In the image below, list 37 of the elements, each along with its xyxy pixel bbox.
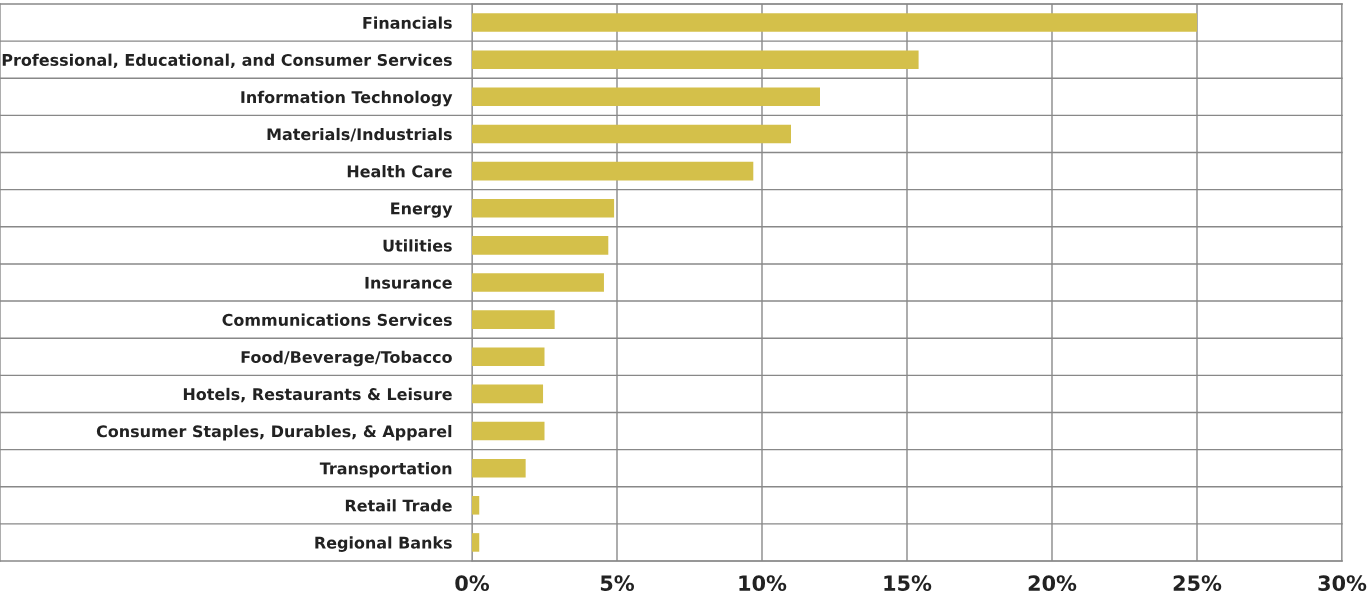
bar (472, 310, 555, 329)
bar (472, 87, 820, 107)
bar (472, 347, 545, 367)
y-tick-label: Food/Beverage/Tobacco (241, 350, 452, 367)
y-tick-label: Insurance (365, 276, 452, 289)
bar (472, 384, 544, 404)
y-tick-label: Hotels, Restaurants & Leisure (183, 387, 452, 403)
y-tick-label: Materials/Industrials (267, 127, 452, 142)
bar (472, 50, 919, 69)
x-tick-label: 10% (739, 575, 787, 592)
bar (472, 124, 791, 144)
x-tick-label: 5% (600, 575, 635, 592)
bar (472, 161, 754, 181)
bar (472, 13, 1197, 32)
bar (472, 533, 480, 552)
x-tick-label: 15% (884, 575, 932, 592)
y-tick-label: Regional Banks (315, 536, 452, 552)
x-tick-label: 20% (1028, 575, 1077, 592)
bar (472, 458, 526, 478)
bar (472, 273, 604, 292)
bar (472, 198, 615, 218)
y-tick-label: Utilities (383, 239, 452, 252)
y-tick-label: Health Care (347, 165, 452, 178)
y-tick-label: Energy (391, 202, 453, 218)
y-tick-label: Communications Services (222, 313, 452, 326)
y-tick-label: Transportation (319, 462, 452, 478)
x-tick-label: 0% (455, 575, 490, 592)
bar (472, 496, 480, 515)
x-tick-label: 30% (1318, 575, 1367, 592)
bar (472, 236, 609, 255)
y-tick-label: Information Technology (241, 90, 453, 107)
y-tick-label: Professional, Educational, and Consumer Services (2, 53, 452, 69)
y-tick-label: Consumer Staples, Durables, & Apparel (96, 424, 452, 441)
x-tick-label: 25% (1173, 575, 1222, 592)
y-tick-label: Retail Trade (345, 499, 452, 512)
bar (472, 421, 545, 441)
y-tick-label: Financials (363, 16, 452, 29)
